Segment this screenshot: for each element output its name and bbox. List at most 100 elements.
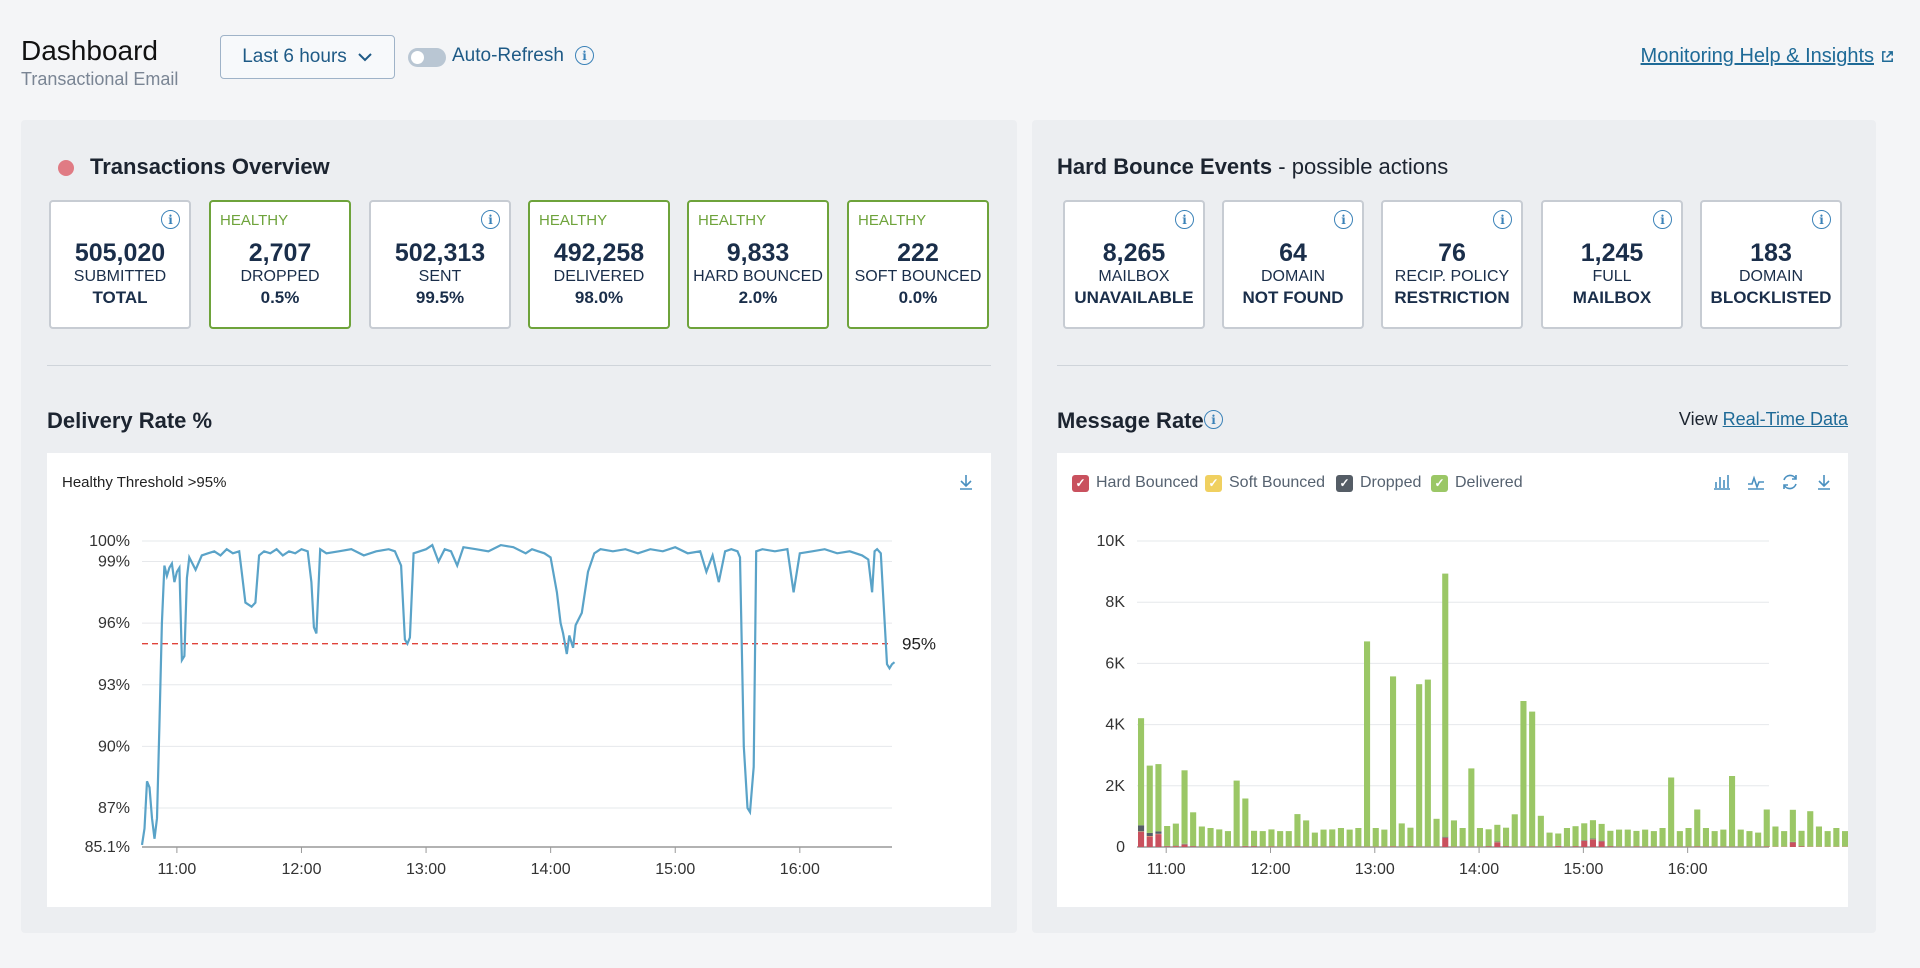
info-icon[interactable]: i bbox=[1493, 210, 1512, 229]
info-icon[interactable]: i bbox=[1812, 210, 1831, 229]
x-tick-label: 15:00 bbox=[1563, 861, 1603, 878]
bar-segment-dropped bbox=[1494, 841, 1501, 843]
bar-segment-delivered bbox=[1824, 831, 1831, 847]
bar-segment-delivered bbox=[1746, 831, 1753, 847]
overview-stat-card[interactable]: HEALTHY 222 SOFT BOUNCED 0.0% bbox=[847, 200, 989, 329]
bar-segment-delivered bbox=[1485, 829, 1492, 847]
bar-segment-delivered bbox=[1798, 830, 1805, 847]
delivery-rate-svg: 100% 99% 96% 93% 90% 87% 85.1% 11:00 12:00 13:00 1… bbox=[85, 533, 936, 878]
overview-stat-card[interactable]: HEALTHY 2,707 DROPPED 0.5% bbox=[209, 200, 351, 329]
bar-segment-dropped bbox=[1442, 836, 1449, 838]
download-icon[interactable] bbox=[955, 471, 977, 493]
left-divider bbox=[47, 365, 991, 366]
bounce-stat-card[interactable]: i 8,265 MAILBOX UNAVAILABLE bbox=[1063, 200, 1205, 329]
refresh-icon[interactable] bbox=[1779, 471, 1801, 493]
stat-label: SENT bbox=[418, 268, 462, 285]
view-realtime: View Real-Time Data bbox=[1679, 409, 1848, 430]
x-tick-label: 15:00 bbox=[655, 861, 695, 878]
bar-segment-delivered bbox=[1207, 828, 1214, 847]
bounce-stat-card[interactable]: i 1,245 FULL MAILBOX bbox=[1541, 200, 1683, 329]
bar-segment-delivered bbox=[1807, 811, 1814, 847]
x-tick-label: 12:00 bbox=[1250, 861, 1290, 878]
bar-segment-hard-bounced bbox=[1555, 846, 1562, 847]
stat-value: 183 bbox=[1750, 239, 1792, 267]
stat-value: 222 bbox=[897, 239, 939, 267]
bar-chart-icon[interactable] bbox=[1711, 471, 1733, 493]
bar-segment-delivered bbox=[1337, 828, 1344, 847]
stat-sub: TOTAL bbox=[92, 288, 148, 307]
bounce-stat-card[interactable]: i 76 RECIP. POLICY RESTRICTION bbox=[1381, 200, 1523, 329]
bar-segment-hard-bounced bbox=[1589, 839, 1596, 847]
bar-segment-delivered bbox=[1294, 814, 1301, 847]
stat-label: SUBMITTED bbox=[73, 268, 167, 285]
legend-label: Dropped bbox=[1360, 474, 1422, 491]
bar-segment-delivered bbox=[1233, 780, 1240, 847]
time-range-dropdown[interactable]: Last 6 hours bbox=[220, 35, 395, 79]
x-tick-label: 16:00 bbox=[780, 861, 820, 878]
stat-label: HARD BOUNCED bbox=[693, 268, 823, 285]
legend-item[interactable]: ✓ Delivered bbox=[1431, 474, 1523, 492]
legend-item[interactable]: ✓ Hard Bounced bbox=[1072, 474, 1198, 492]
overview-stat-card[interactable]: HEALTHY 9,833 HARD BOUNCED 2.0% bbox=[687, 200, 829, 329]
info-icon[interactable]: i bbox=[1175, 210, 1194, 229]
bar-segment-delivered bbox=[1329, 829, 1336, 847]
delivery-rate-title: Delivery Rate % bbox=[47, 408, 213, 433]
overview-stat-card[interactable]: i 502,313 SENT 99.5% bbox=[369, 200, 511, 329]
info-icon[interactable]: i bbox=[161, 210, 180, 229]
stat-sub: BLOCKLISTED bbox=[1710, 288, 1832, 307]
legend-label: Soft Bounced bbox=[1229, 474, 1326, 491]
info-icon[interactable]: i bbox=[481, 210, 500, 229]
download-icon[interactable] bbox=[1813, 471, 1835, 493]
bar-segment-delivered bbox=[1442, 573, 1449, 837]
y-tick-label: 90% bbox=[98, 738, 130, 755]
y-tick-label: 85.1% bbox=[85, 839, 130, 856]
bar-segment-dropped bbox=[1138, 825, 1145, 832]
bounce-stat-card[interactable]: i 183 DOMAIN BLOCKLISTED bbox=[1700, 200, 1842, 329]
auto-refresh-toggle[interactable] bbox=[408, 48, 446, 67]
y-tick-label: 87% bbox=[98, 800, 130, 817]
checkbox-icon[interactable]: ✓ bbox=[1431, 474, 1448, 492]
bar-segment-delivered bbox=[1711, 831, 1718, 847]
stat-sub: 0.0% bbox=[898, 288, 938, 307]
stat-sub: 98.0% bbox=[574, 288, 624, 307]
bar-segment-delivered bbox=[1364, 641, 1371, 847]
message-rate-info-icon[interactable]: i bbox=[1204, 410, 1223, 429]
overview-stat-card[interactable]: i 505,020 SUBMITTED TOTAL bbox=[49, 200, 191, 329]
bar-segment-delivered bbox=[1842, 831, 1848, 847]
stat-value: 1,245 bbox=[1580, 239, 1644, 267]
y-tick-label: 93% bbox=[98, 677, 130, 694]
auto-refresh-info-icon[interactable]: i bbox=[575, 46, 594, 65]
y-tick-label: 6K bbox=[1105, 655, 1125, 672]
bar-segment-hard-bounced bbox=[1294, 846, 1301, 847]
checkbox-icon[interactable]: ✓ bbox=[1336, 474, 1353, 492]
stat-sub: MAILBOX bbox=[1572, 288, 1652, 307]
bar-segment-delivered bbox=[1676, 831, 1683, 847]
info-icon[interactable]: i bbox=[1653, 210, 1672, 229]
bar-segment-delivered bbox=[1624, 829, 1631, 847]
bar-segment-hard-bounced bbox=[1181, 844, 1188, 847]
health-badge: HEALTHY bbox=[698, 212, 767, 229]
bar-segment-delivered bbox=[1164, 826, 1171, 846]
monitoring-help-link[interactable]: Monitoring Help & Insights bbox=[1641, 45, 1895, 68]
line-chart-icon[interactable] bbox=[1745, 471, 1767, 493]
page-subtitle: Transactional Email bbox=[21, 69, 179, 89]
overview-stat-card[interactable]: HEALTHY 492,258 DELIVERED 98.0% bbox=[528, 200, 670, 329]
bar-segment-hard-bounced bbox=[1329, 846, 1336, 847]
stat-sub: RESTRICTION bbox=[1394, 288, 1510, 307]
bounce-stat-card[interactable]: i 64 DOMAIN NOT FOUND bbox=[1222, 200, 1364, 329]
bar-segment-delivered bbox=[1789, 809, 1796, 842]
info-icon[interactable]: i bbox=[1334, 210, 1353, 229]
stat-value: 64 bbox=[1279, 239, 1307, 267]
real-time-data-link[interactable]: Real-Time Data bbox=[1722, 409, 1848, 429]
bar-segment-delivered bbox=[1190, 812, 1197, 846]
bar-segment-hard-bounced bbox=[1251, 846, 1258, 847]
legend-item[interactable]: ✓ Dropped bbox=[1336, 474, 1421, 492]
checkbox-icon[interactable]: ✓ bbox=[1205, 474, 1222, 492]
legend-item[interactable]: ✓ Soft Bounced bbox=[1205, 474, 1325, 492]
bar-segment-delivered bbox=[1772, 826, 1779, 847]
checkbox-icon[interactable]: ✓ bbox=[1072, 474, 1089, 492]
overview-status-dot bbox=[58, 160, 74, 176]
bar-segment-hard-bounced bbox=[1268, 846, 1275, 847]
stat-value: 505,020 bbox=[74, 239, 166, 267]
legend-label: Delivered bbox=[1455, 474, 1523, 491]
